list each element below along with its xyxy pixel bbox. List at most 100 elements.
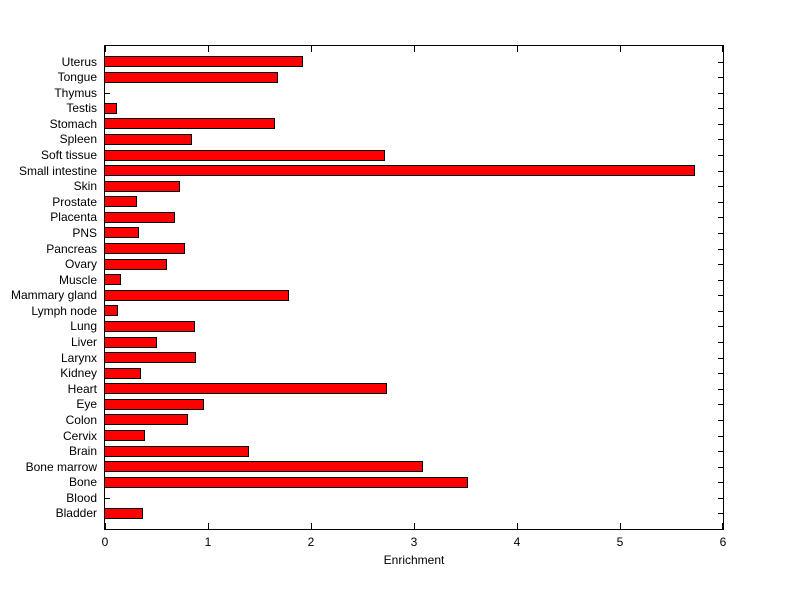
bar [105,212,175,223]
y-axis-tick [718,467,723,468]
x-tick-label: 2 [307,535,315,549]
x-axis-tick [414,523,415,529]
x-tick-label: 4 [513,535,521,549]
bar [105,305,118,316]
x-axis-tick [620,523,621,529]
y-axis-label: Thymus [54,86,97,100]
x-tick-label: 5 [616,535,624,549]
bar [105,383,387,394]
y-axis-tick [718,139,723,140]
bar [105,337,157,348]
bar [105,368,141,379]
y-axis-label: Bone marrow [25,460,97,474]
y-axis-label: Lymph node [31,304,97,318]
x-tick-label: 0 [101,535,109,549]
y-axis-label: Cervix [62,429,97,443]
y-axis-label: Kidney [60,366,97,380]
y-axis-label: Prostate [52,195,97,209]
bar [105,134,192,145]
bar [105,430,145,441]
y-axis-tick [718,482,723,483]
bar [105,118,275,129]
bar [105,274,121,285]
x-axis-tick [105,523,106,529]
bar [105,461,423,472]
y-axis-label: PNS [72,226,97,240]
y-axis-label: Skin [73,179,97,193]
y-axis-label: Colon [65,413,97,427]
y-axis-tick [718,451,723,452]
y-axis-tick [718,420,723,421]
x-tick-label: 1 [204,535,212,549]
bar [105,103,117,114]
x-axis-tick [414,46,415,52]
x-axis-tick [311,523,312,529]
y-axis-tick [105,498,110,499]
bar [105,446,249,457]
bar [105,56,303,67]
y-axis-tick [718,93,723,94]
y-axis-label: Tongue [57,70,97,84]
y-axis-tick [718,233,723,234]
bar [105,165,695,176]
y-axis-tick [718,358,723,359]
y-axis-label: Liver [70,335,97,349]
y-axis-tick [718,186,723,187]
y-axis-tick [718,264,723,265]
y-axis-tick [718,171,723,172]
bar [105,196,137,207]
bar [105,243,185,254]
y-axis-label: Larynx [60,351,97,365]
x-axis-tick [517,46,518,52]
y-axis-label: Mammary gland [10,288,97,302]
bar [105,72,278,83]
y-axis-tick [718,498,723,499]
x-axis-tick [105,46,106,52]
y-axis-label: Placenta [50,210,97,224]
y-axis-label: Testis [66,101,97,115]
y-axis-tick [718,513,723,514]
y-axis-tick [718,280,723,281]
bar [105,477,468,488]
y-axis-tick [718,62,723,63]
y-axis-tick [718,202,723,203]
y-axis-label: Eye [76,397,97,411]
x-axis-tick [722,523,723,529]
x-axis-tick [311,46,312,52]
bar [105,150,385,161]
y-axis-tick [718,342,723,343]
x-axis-title: Enrichment [383,553,445,567]
y-axis-label: Uterus [61,55,97,69]
x-axis-tick [620,46,621,52]
x-axis-tick [208,523,209,529]
y-axis-label: Bladder [55,506,97,520]
y-axis-label: Lung [70,319,97,333]
y-axis-tick [718,249,723,250]
x-tick-label: 3 [410,535,418,549]
y-axis-tick [718,326,723,327]
x-axis-tick [517,523,518,529]
y-axis-labels: Uterus Tongue Thymus Testis Stomach Spleen Sof… [0,45,100,530]
x-axis-tick [722,46,723,52]
bar [105,414,188,425]
y-axis-tick [718,436,723,437]
bar [105,227,139,238]
y-axis-tick [718,124,723,125]
y-axis-label: Soft tissue [40,148,97,162]
x-axis-tick [208,46,209,52]
y-axis-tick [718,155,723,156]
bar [105,399,204,410]
x-tick-label: 6 [719,535,727,549]
y-axis-label: Spleen [59,132,97,146]
y-axis-tick [718,389,723,390]
y-axis-label: Bone [68,475,97,489]
bar [105,290,289,301]
plot-area [104,45,724,530]
y-axis-tick [718,108,723,109]
y-axis-tick [105,93,110,94]
y-axis-label: Stomach [49,117,97,131]
y-axis-tick [718,295,723,296]
y-axis-tick [718,404,723,405]
y-axis-label: Pancreas [46,242,97,256]
y-axis-tick [718,311,723,312]
